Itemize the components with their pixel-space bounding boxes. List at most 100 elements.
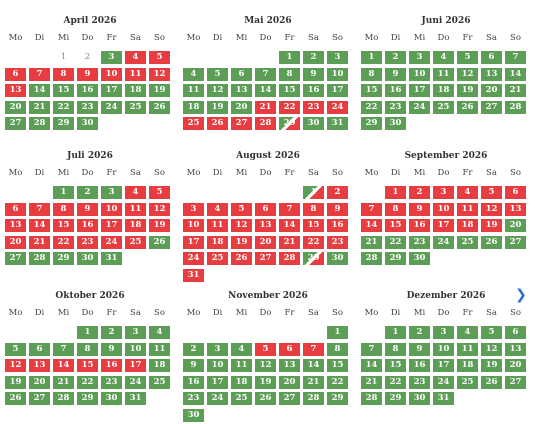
day-cell-free[interactable]: 27 — [481, 100, 502, 114]
day-cell-free[interactable]: 31 — [101, 252, 122, 265]
day-cell-free[interactable]: 31 — [125, 392, 146, 405]
day-cell-free[interactable]: 24 — [433, 235, 454, 249]
day-cell-free[interactable]: 29 — [53, 117, 74, 130]
day-cell-booked[interactable]: 12 — [149, 202, 170, 216]
day-cell-booked[interactable]: 5 — [255, 342, 276, 356]
day-cell-booked[interactable]: 14 — [53, 359, 74, 372]
day-cell-free[interactable]: 12 — [457, 67, 478, 81]
day-cell-free[interactable]: 13 — [231, 84, 252, 97]
day-cell-free[interactable]: 30 — [409, 252, 430, 265]
day-cell-booked[interactable]: 21 — [29, 235, 50, 249]
day-cell-free[interactable]: 26 — [255, 392, 276, 405]
day-cell-booked[interactable]: 26 — [207, 117, 228, 130]
day-cell-booked[interactable]: 12 — [149, 67, 170, 81]
day-cell-free[interactable]: 9 — [409, 342, 430, 356]
day-cell-booked[interactable]: 8 — [385, 202, 406, 216]
day-cell-free[interactable]: 15 — [279, 84, 300, 97]
day-cell-booked[interactable]: 4 — [125, 51, 146, 64]
day-cell-booked[interactable]: 8 — [53, 67, 74, 81]
day-cell-free[interactable]: 27 — [5, 252, 26, 265]
day-cell-free[interactable]: 22 — [327, 375, 348, 389]
day-cell-booked[interactable]: 26 — [231, 252, 252, 265]
day-cell-free[interactable]: 27 — [29, 392, 50, 405]
day-cell-free[interactable]: 12 — [207, 84, 228, 97]
day-cell-booked[interactable]: 2 — [327, 186, 348, 199]
day-cell-free[interactable]: 11 — [231, 359, 252, 372]
day-cell-booked[interactable]: 10 — [433, 202, 454, 216]
day-cell-booked[interactable]: 8 — [303, 202, 324, 216]
day-cell-free[interactable]: 25 — [231, 392, 252, 405]
day-cell-free[interactable]: 4 — [457, 326, 478, 339]
day-cell-free[interactable]: 24 — [125, 375, 146, 389]
day-cell-free[interactable]: 30 — [77, 252, 98, 265]
day-cell-free[interactable]: 25 — [457, 235, 478, 249]
day-cell-booked[interactable]: 3 — [183, 202, 204, 216]
day-cell-free[interactable]: 21 — [505, 84, 526, 97]
day-cell-booked[interactable]: 31 — [183, 268, 204, 282]
day-cell-booked[interactable]: 20 — [255, 235, 276, 249]
day-cell-booked[interactable]: 13 — [29, 359, 50, 372]
day-cell-free[interactable]: 16 — [409, 359, 430, 372]
day-cell-booked[interactable]: 25 — [207, 252, 228, 265]
day-cell-booked[interactable]: 16 — [101, 359, 122, 372]
day-cell-booked[interactable]: 5 — [481, 186, 502, 199]
day-cell-booked[interactable]: 4 — [457, 186, 478, 199]
day-cell-free[interactable]: 14 — [303, 359, 324, 372]
day-cell-free[interactable]: 21 — [361, 235, 382, 249]
day-cell-booked[interactable]: 21 — [279, 235, 300, 249]
day-cell-free[interactable]: 16 — [303, 84, 324, 97]
day-cell-free[interactable]: 16 — [77, 84, 98, 97]
day-cell-free[interactable]: 13 — [481, 67, 502, 81]
day-cell-free[interactable]: 10 — [125, 342, 146, 356]
day-cell-free[interactable]: 5 — [481, 326, 502, 339]
day-cell-free[interactable]: 13 — [505, 342, 526, 356]
day-cell-free[interactable]: 20 — [505, 359, 526, 372]
day-cell-booked[interactable]: 10 — [101, 202, 122, 216]
day-cell-free[interactable]: 15 — [53, 84, 74, 97]
day-cell-free[interactable]: 29 — [361, 117, 382, 130]
day-cell-free[interactable]: 24 — [433, 375, 454, 389]
day-cell-free[interactable]: 8 — [77, 342, 98, 356]
day-cell-free[interactable]: 1 — [77, 326, 98, 339]
day-cell-free[interactable]: 3 — [207, 342, 228, 356]
day-cell-free[interactable]: 28 — [303, 392, 324, 405]
day-cell-booked[interactable]: 5 — [149, 51, 170, 64]
day-cell-free[interactable]: 6 — [29, 342, 50, 356]
day-cell-free[interactable]: 28 — [361, 252, 382, 265]
day-cell-free[interactable]: 19 — [207, 100, 228, 114]
day-cell-free[interactable]: 26 — [149, 235, 170, 249]
day-cell-free[interactable]: 18 — [125, 84, 146, 97]
day-cell-free[interactable]: 23 — [77, 100, 98, 114]
day-cell-booked[interactable]: 8 — [53, 202, 74, 216]
day-cell-booked[interactable]: 15 — [385, 219, 406, 232]
day-cell-free[interactable]: 7 — [505, 51, 526, 64]
day-cell-booked[interactable]: 10 — [101, 67, 122, 81]
day-cell-booked[interactable]: 17 — [101, 219, 122, 232]
day-cell-booked[interactable]: 24 — [183, 252, 204, 265]
day-cell-free[interactable]: 31 — [433, 392, 454, 405]
day-cell-booked[interactable]: 13 — [5, 219, 26, 232]
day-cell-free[interactable]: 10 — [327, 67, 348, 81]
day-cell-booked[interactable]: 15 — [77, 359, 98, 372]
day-cell-free[interactable]: 8 — [385, 342, 406, 356]
day-cell-free[interactable]: 14 — [505, 67, 526, 81]
day-cell-free[interactable]: 5 — [207, 67, 228, 81]
day-cell-free[interactable]: 31 — [327, 117, 348, 130]
day-cell-free[interactable]: 14 — [361, 359, 382, 372]
day-cell-booked[interactable]: 17 — [183, 235, 204, 249]
day-cell-booked[interactable]: 23 — [327, 235, 348, 249]
day-cell-free[interactable]: 8 — [327, 342, 348, 356]
day-cell-booked[interactable]: 12 — [481, 202, 502, 216]
day-cell-free[interactable]: 29 — [53, 252, 74, 265]
day-cell-booked[interactable]: 7 — [279, 202, 300, 216]
day-cell-free[interactable]: 9 — [385, 67, 406, 81]
day-cell-free[interactable]: 18 — [149, 359, 170, 372]
day-cell-free[interactable]: 22 — [361, 100, 382, 114]
day-cell-free[interactable]: 19 — [149, 84, 170, 97]
day-cell-booked[interactable]: 15 — [53, 219, 74, 232]
day-cell-booked[interactable]: 13 — [255, 219, 276, 232]
day-cell-free[interactable]: 27 — [5, 117, 26, 130]
day-cell-booked[interactable]: 19 — [481, 219, 502, 232]
day-cell-free[interactable]: 28 — [361, 392, 382, 405]
next-months-button[interactable]: ❯ — [513, 287, 529, 303]
